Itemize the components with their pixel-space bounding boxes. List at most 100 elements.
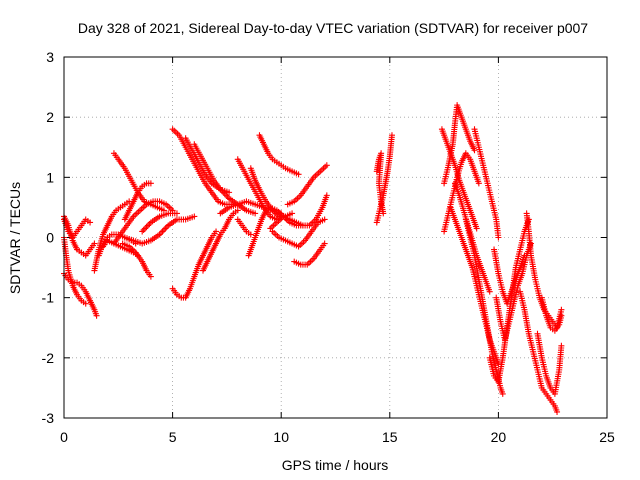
y-tick-label: -3 <box>42 410 55 426</box>
data-point-fill <box>451 160 458 167</box>
data-point-fill <box>131 248 138 255</box>
data-point-fill <box>465 154 472 161</box>
data-point-fill <box>488 346 495 353</box>
series-arc-11 <box>119 240 154 280</box>
data-point-fill <box>554 323 561 330</box>
data-point-fill <box>520 254 527 261</box>
data-point-fill <box>160 226 167 233</box>
series-arc-9 <box>110 198 176 247</box>
data-point-fill <box>505 320 512 327</box>
data-point-fill <box>154 198 161 205</box>
data-point-fill <box>111 209 118 216</box>
x-tick-label: 0 <box>60 429 68 445</box>
data-points <box>61 102 565 415</box>
data-point-fill <box>286 239 293 246</box>
x-tick-label: 25 <box>599 429 615 445</box>
data-point-fill <box>470 250 477 257</box>
data-point-fill <box>499 286 506 293</box>
data-point-fill <box>307 230 314 237</box>
data-point-fill <box>240 166 247 173</box>
data-point-fill <box>268 205 275 212</box>
data-point-fill <box>274 232 281 239</box>
data-point-fill <box>162 225 169 232</box>
data-point-fill <box>516 266 523 273</box>
data-point-fill <box>232 202 239 209</box>
data-point-fill <box>510 302 517 309</box>
data-point-fill <box>196 151 203 158</box>
data-point-fill <box>249 209 256 216</box>
data-point-fill <box>237 220 244 227</box>
data-point-fill <box>188 145 195 152</box>
data-point-fill <box>323 194 330 201</box>
data-point-fill <box>207 178 214 185</box>
data-point-fill <box>73 244 80 251</box>
data-point-fill <box>106 232 113 239</box>
data-point-fill <box>142 225 149 232</box>
series-arc-3 <box>61 270 100 319</box>
data-point-fill <box>466 232 473 239</box>
data-point-fill <box>80 299 87 306</box>
data-point-fill <box>107 215 114 222</box>
data-point-fill <box>319 217 326 224</box>
data-point-fill <box>158 206 165 213</box>
data-point-fill <box>449 194 456 201</box>
data-point-fill <box>152 203 159 210</box>
data-point-fill <box>85 248 92 255</box>
data-point-fill <box>495 268 502 275</box>
data-point-fill <box>479 298 486 305</box>
data-point-fill <box>464 199 471 206</box>
data-point-fill <box>90 304 97 311</box>
series-arc-24 <box>267 192 330 232</box>
data-point-fill <box>140 196 147 203</box>
data-point-fill <box>531 274 538 281</box>
data-point-fill <box>212 242 219 249</box>
y-tick-label: 0 <box>46 230 54 246</box>
data-point-fill <box>459 187 466 194</box>
series-arc-41 <box>523 210 565 331</box>
data-point-fill <box>457 161 464 168</box>
series-arc-26 <box>269 216 328 250</box>
y-tick-label: 2 <box>46 109 54 125</box>
data-point-fill <box>99 233 106 240</box>
series-arc-23 <box>256 132 302 178</box>
data-point-fill <box>122 224 129 231</box>
data-point-fill <box>251 175 258 182</box>
data-point-fill <box>232 208 239 215</box>
data-point-fill <box>304 222 311 229</box>
y-tick-label: 3 <box>46 49 54 65</box>
data-point-fill <box>483 178 490 185</box>
data-point-fill <box>272 220 279 227</box>
data-point-fill <box>128 236 135 243</box>
series-arc-27 <box>291 240 328 268</box>
data-point-fill <box>207 187 214 194</box>
data-point-fill <box>322 163 329 170</box>
data-point-fill <box>180 216 187 223</box>
data-point-fill <box>76 295 83 302</box>
x-tick-label: 10 <box>273 429 289 445</box>
data-point-fill <box>451 214 458 221</box>
data-point-fill <box>455 190 462 197</box>
data-point-fill <box>181 142 188 149</box>
data-point-fill <box>154 214 161 221</box>
data-point-fill <box>302 185 309 192</box>
data-point-fill <box>142 265 149 272</box>
series-arc-25 <box>234 216 254 238</box>
data-point-fill <box>520 304 527 311</box>
data-point-fill <box>225 218 232 225</box>
y-tick-label: -1 <box>42 290 55 306</box>
series-arc-8 <box>110 150 167 214</box>
data-point-fill <box>137 256 144 263</box>
data-point-fill <box>546 394 553 401</box>
data-point-fill <box>261 196 268 203</box>
data-point-fill <box>141 181 148 188</box>
data-point-fill <box>490 370 497 377</box>
data-point-fill <box>81 286 88 293</box>
data-point-fill <box>473 280 480 287</box>
data-point-fill <box>194 166 201 173</box>
data-point-fill <box>102 239 109 246</box>
data-point-fill <box>140 226 147 233</box>
data-point-fill <box>146 220 153 227</box>
data-point-fill <box>444 212 451 219</box>
data-point-fill <box>460 205 467 212</box>
data-point-fill <box>228 212 235 219</box>
